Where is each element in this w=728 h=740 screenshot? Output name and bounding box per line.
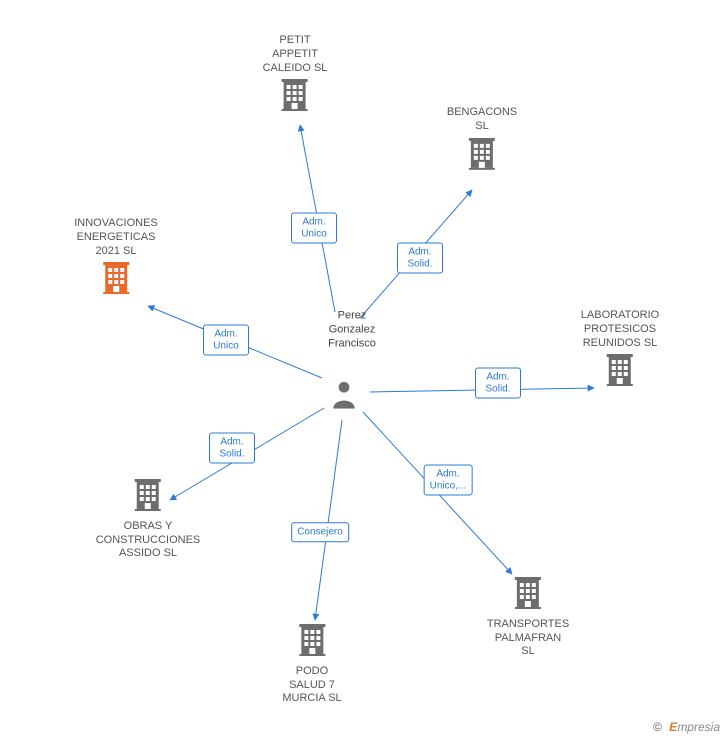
- edge-badge-petit: Adm. Unico: [291, 213, 337, 244]
- edge-badge-innovaciones: Adm. Unico: [203, 325, 249, 356]
- company-node-laboratorio[interactable]: LABORATORIOPROTESICOSREUNIDOS SL: [581, 309, 659, 391]
- company-label: LABORATORIOPROTESICOSREUNIDOS SL: [581, 309, 659, 350]
- network-diagram: Perez Gonzalez Francisco PETITAPPETITCAL…: [0, 0, 728, 740]
- company-node-obras[interactable]: OBRAS YCONSTRUCCIONESASSIDO SL: [96, 479, 201, 561]
- company-label: PODOSALUD 7MURCIA SL: [282, 665, 341, 706]
- building-icon: [605, 354, 635, 391]
- company-node-innovaciones[interactable]: INNOVACIONESENERGETICAS2021 SL: [74, 217, 158, 299]
- building-icon: [133, 479, 163, 516]
- edge-badge-transportes: Adm. Unico,...: [424, 465, 473, 496]
- building-icon: [513, 577, 543, 614]
- company-label: OBRAS YCONSTRUCCIONESASSIDO SL: [96, 520, 201, 561]
- center-person-node[interactable]: [331, 379, 357, 414]
- company-node-bengacons[interactable]: BENGACONSSL: [447, 106, 517, 174]
- copyright-symbol: ©: [653, 720, 662, 734]
- building-icon: [467, 137, 497, 174]
- company-label: BENGACONSSL: [447, 106, 517, 134]
- watermark-text: Empresia: [669, 720, 720, 734]
- edge-badge-laboratorio: Adm. Solid.: [475, 368, 521, 399]
- edge-badge-bengacons: Adm. Solid.: [397, 243, 443, 274]
- watermark: © Empresia: [653, 720, 720, 734]
- building-icon: [101, 262, 131, 299]
- edge-badge-podo: Consejero: [291, 522, 349, 542]
- company-label: INNOVACIONESENERGETICAS2021 SL: [74, 217, 158, 258]
- company-node-transportes[interactable]: TRANSPORTESPALMAFRANSL: [487, 577, 569, 659]
- company-label: TRANSPORTESPALMAFRANSL: [487, 618, 569, 659]
- edge-badge-obras: Adm. Solid.: [209, 433, 255, 464]
- company-node-podo[interactable]: PODOSALUD 7MURCIA SL: [282, 624, 341, 706]
- company-label: PETITAPPETITCALEIDO SL: [263, 34, 328, 75]
- center-person-label: Perez Gonzalez Francisco: [328, 309, 376, 350]
- edge-podo: [315, 420, 342, 620]
- person-icon: [331, 379, 357, 414]
- building-icon: [297, 624, 327, 661]
- building-icon: [280, 79, 310, 116]
- company-node-petit[interactable]: PETITAPPETITCALEIDO SL: [263, 34, 328, 116]
